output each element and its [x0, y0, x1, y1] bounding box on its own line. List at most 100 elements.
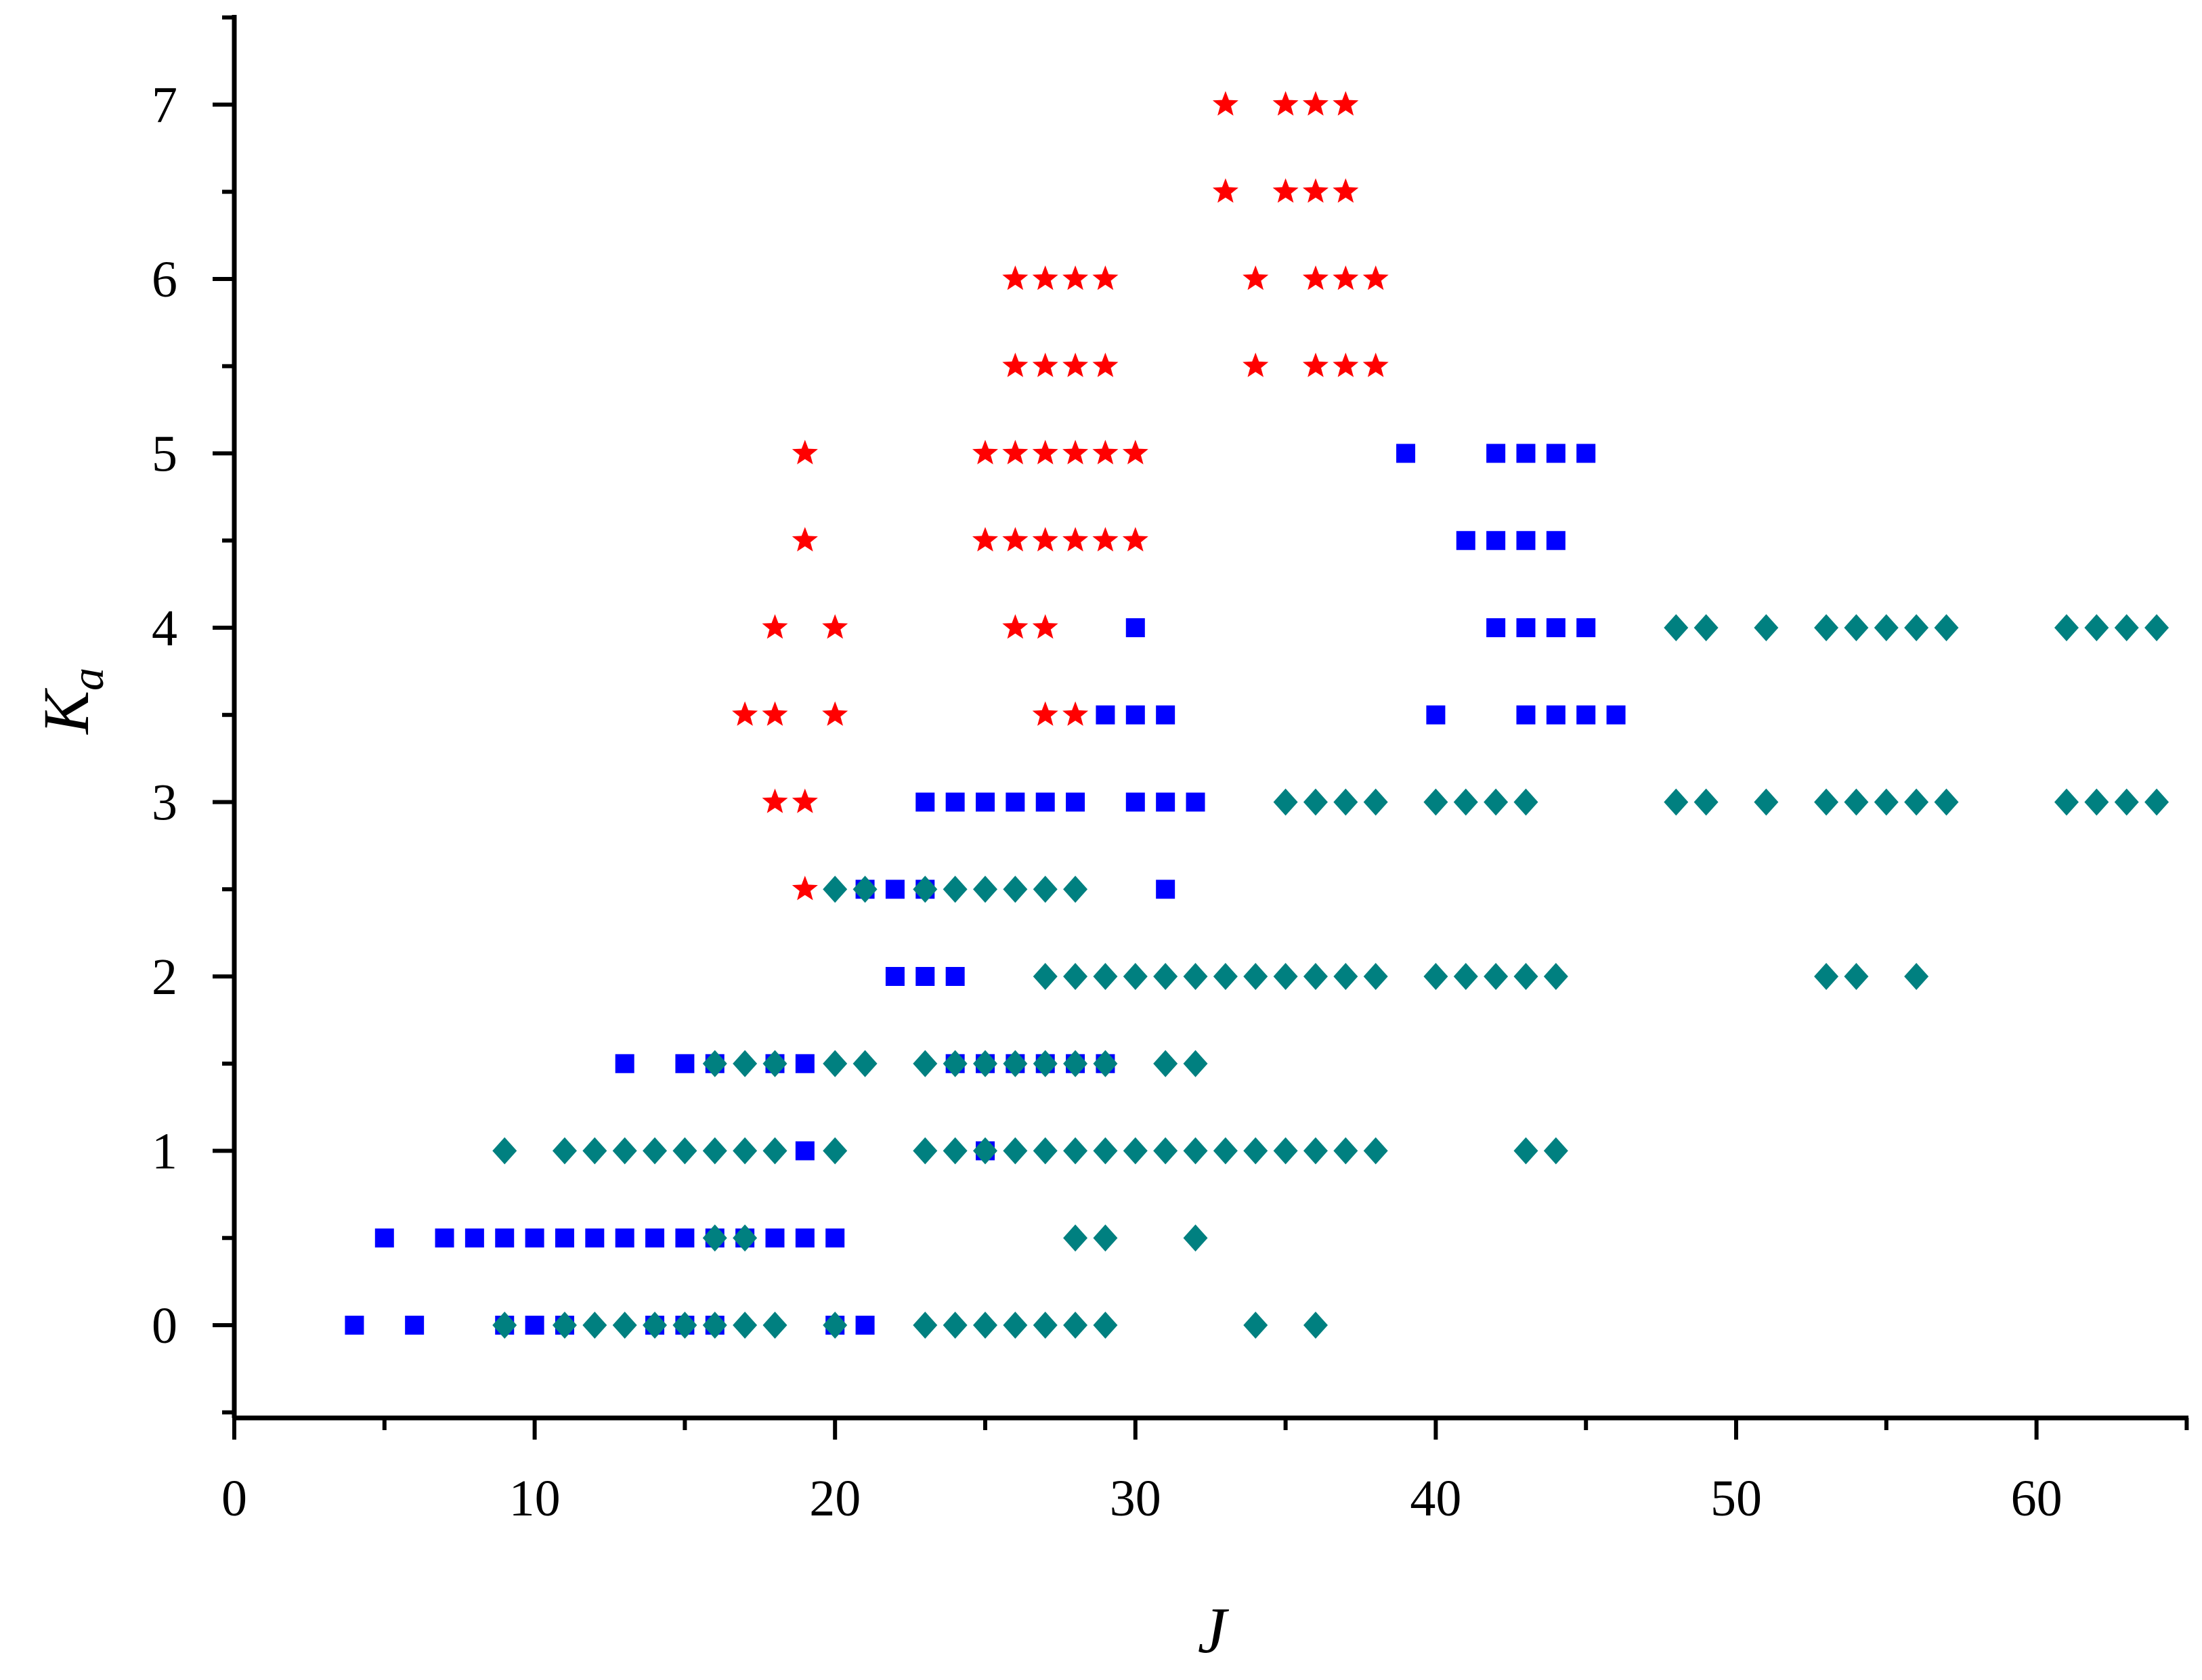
square-point: [945, 967, 965, 986]
square-point: [1546, 531, 1566, 551]
square-point: [1516, 531, 1536, 551]
square-point: [525, 1228, 544, 1248]
star-point: [1032, 352, 1058, 377]
diamond-point: [1303, 788, 1328, 816]
square-point: [1006, 792, 1025, 812]
diamond-point: [1213, 963, 1238, 990]
diamond-point: [823, 1312, 848, 1339]
diamond-point: [1213, 1137, 1238, 1165]
square-point: [1125, 618, 1145, 637]
diamond-point: [823, 1050, 848, 1077]
diamond-point: [702, 1224, 727, 1252]
diamond-point: [1033, 1312, 1058, 1339]
star-point: [732, 701, 758, 726]
y-tick-label: 6: [152, 251, 177, 308]
y-axis-title-base: K: [30, 687, 102, 735]
diamond-point: [913, 1050, 938, 1077]
diamond-point: [1904, 963, 1929, 990]
diamond-point: [643, 1137, 668, 1165]
square-point: [1516, 705, 1536, 725]
star-point: [1362, 265, 1389, 290]
x-tick-label: 40: [1410, 1470, 1461, 1527]
diamond-point: [1754, 614, 1779, 641]
diamond-point: [733, 1137, 758, 1165]
star-point: [1302, 352, 1329, 377]
star-point: [1272, 178, 1299, 203]
diamond-point: [1093, 963, 1118, 990]
diamond-point: [762, 1312, 787, 1339]
star-point: [972, 439, 998, 465]
diamond-point: [1874, 788, 1899, 816]
diamond-point: [1844, 963, 1869, 990]
diamond-point: [1093, 1312, 1118, 1339]
square-point: [765, 1228, 785, 1248]
x-tick-label: 20: [809, 1470, 861, 1527]
diamond-point: [552, 1312, 577, 1339]
x-tick-label: 60: [2011, 1470, 2063, 1527]
diamond-point: [582, 1137, 607, 1165]
diamond-point: [913, 1137, 938, 1165]
star-point: [1122, 439, 1148, 465]
x-tick-label: 10: [509, 1470, 561, 1527]
diamond-point: [2084, 614, 2109, 641]
star-point: [1092, 265, 1119, 290]
diamond-point: [2114, 788, 2139, 816]
diamond-point: [1814, 963, 1839, 990]
y-tick-label: 5: [152, 426, 177, 483]
star-point: [792, 788, 818, 813]
diamond-point: [1093, 1050, 1118, 1077]
star-point: [1062, 527, 1089, 552]
diamond-point: [1513, 788, 1538, 816]
star-point: [792, 439, 818, 465]
diamond-point: [733, 1312, 758, 1339]
star-point: [1333, 178, 1359, 203]
diamond-point: [1423, 963, 1448, 990]
square-point: [795, 1054, 815, 1073]
axes: [232, 15, 2188, 1421]
diamond-point: [552, 1137, 577, 1165]
diamond-point: [1543, 963, 1568, 990]
y-tick-label: 7: [152, 77, 177, 134]
y-axis-title-subscript: a: [62, 668, 113, 691]
diamond-point: [492, 1312, 517, 1339]
diamond-point: [2144, 614, 2169, 641]
diamond-point: [1303, 963, 1328, 990]
square-point: [1066, 792, 1085, 812]
diamond-point: [702, 1050, 727, 1077]
diamond-point: [973, 876, 997, 903]
diamond-series: [492, 614, 2169, 1339]
diamond-point: [1183, 1224, 1208, 1252]
square-point: [1396, 444, 1416, 463]
square-point: [405, 1316, 425, 1335]
diamond-point: [852, 1050, 878, 1077]
diamond-point: [672, 1137, 697, 1165]
square-point: [855, 1316, 875, 1335]
diamond-point: [1484, 963, 1509, 990]
diamond-point: [1844, 614, 1869, 641]
square-point: [495, 1228, 515, 1248]
square-point: [915, 792, 935, 812]
square-point: [1156, 792, 1175, 812]
diamond-point: [2054, 614, 2079, 641]
diamond-point: [1423, 788, 1448, 816]
square-point: [1546, 444, 1566, 463]
diamond-point: [1664, 614, 1689, 641]
diamond-point: [1063, 1224, 1088, 1252]
diamond-point: [1003, 1137, 1028, 1165]
star-point: [822, 701, 848, 726]
diamond-point: [943, 1312, 968, 1339]
square-point: [465, 1228, 484, 1248]
diamond-point: [1904, 614, 1929, 641]
square-point: [945, 792, 965, 812]
diamond-point: [1003, 1050, 1028, 1077]
diamond-point: [1243, 1312, 1268, 1339]
diamond-point: [1183, 963, 1208, 990]
square-point: [1516, 444, 1536, 463]
square-point: [1035, 792, 1055, 812]
diamond-point: [1693, 788, 1719, 816]
x-tick-label: 50: [1710, 1470, 1762, 1527]
diamond-point: [702, 1137, 727, 1165]
square-point: [525, 1316, 544, 1335]
diamond-point: [913, 876, 938, 903]
diamond-point: [823, 876, 848, 903]
